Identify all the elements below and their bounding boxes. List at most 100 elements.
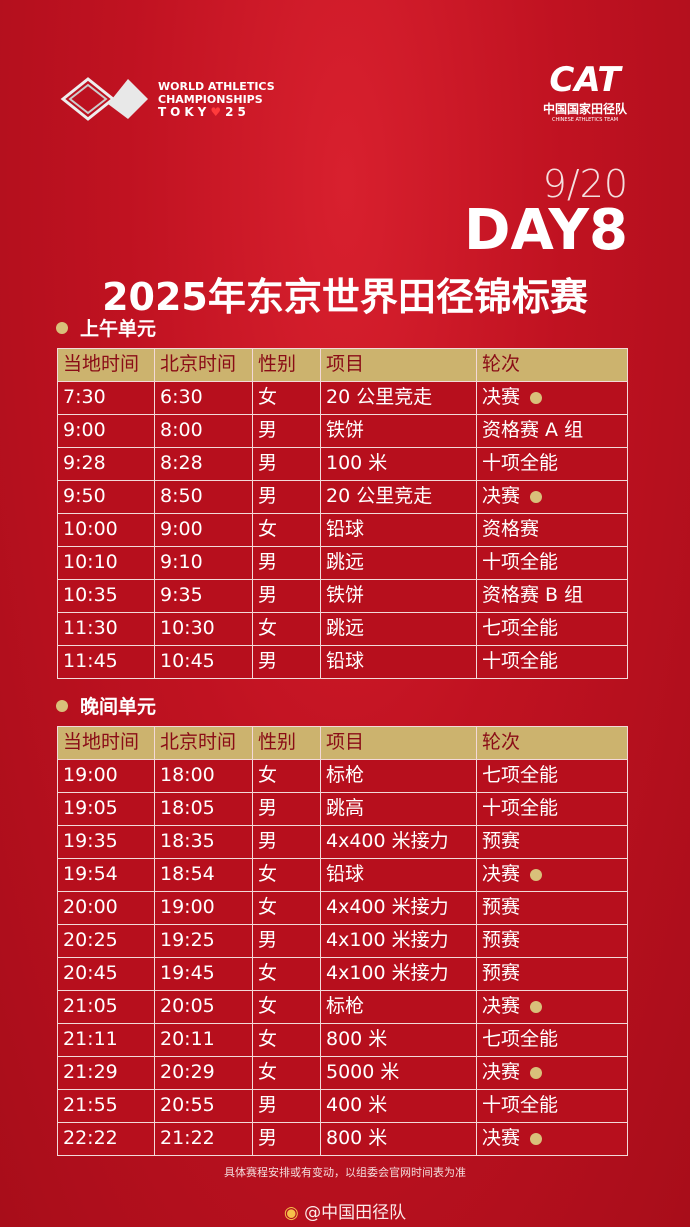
table-cell-text: 19:25 (160, 929, 215, 951)
day: DAY8 (464, 198, 628, 263)
table-cell: 9:35 (154, 579, 253, 613)
table-cell-text: 400 米 (326, 1094, 388, 1116)
table-cell-text: 22:22 (63, 1127, 118, 1149)
table-cell-text: 5000 米 (326, 1061, 400, 1083)
table-cell: 女 (252, 759, 321, 793)
table-cell-text: 8:50 (160, 485, 203, 507)
table-cell: 100 米 (320, 447, 477, 481)
table-cell: 七项全能 (476, 1023, 628, 1057)
table-cell-text: 决赛 (482, 995, 521, 1017)
table-cell-text: 女 (258, 1061, 278, 1083)
column-header: 项目 (320, 348, 477, 382)
table-cell-text: 女 (258, 518, 278, 540)
table-cell-text: 11:45 (63, 650, 118, 672)
table-cell-text: 铅球 (326, 650, 365, 672)
table-cell: 19:00 (57, 759, 155, 793)
table-cell-text: 9:50 (63, 485, 106, 507)
final-dot (530, 490, 543, 503)
table-cell-text: 20:11 (160, 1028, 215, 1050)
table-cell-text: 19:00 (160, 896, 215, 918)
table-cell: 女 (252, 513, 321, 547)
column-header-text: 当地时间 (63, 353, 140, 375)
table-cell: 10:00 (57, 513, 155, 547)
table-cell-text: 女 (258, 764, 278, 786)
table-cell-text: 800 米 (326, 1028, 388, 1050)
table-cell-text: 女 (258, 617, 278, 639)
table-cell-text: 20:55 (160, 1094, 215, 1116)
table-cell-text: 七项全能 (482, 764, 559, 786)
table-cell-text: 18:05 (160, 797, 215, 819)
table-cell: 21:55 (57, 1089, 155, 1123)
table-cell-text: 10:10 (63, 551, 118, 573)
table-cell-text: 女 (258, 386, 278, 408)
table-cell-text: 20 公里竞走 (326, 386, 433, 408)
table-cell: 男 (252, 825, 321, 859)
table-cell: 4x400 米接力 (320, 891, 477, 925)
table-cell-text: 9:35 (160, 584, 203, 606)
table-cell: 20:00 (57, 891, 155, 925)
table-cell: 19:05 (57, 792, 155, 826)
table-cell: 19:25 (154, 924, 253, 958)
table-cell-text: 8:00 (160, 419, 203, 441)
table-cell-text: 预赛 (482, 962, 521, 984)
table-cell-text: 20:29 (160, 1061, 215, 1083)
table-cell: 400 米 (320, 1089, 477, 1123)
table-cell-text: 标枪 (326, 995, 365, 1017)
table-cell-text: 铁饼 (326, 419, 365, 441)
table-cell-text: 18:54 (160, 863, 215, 885)
column-header: 当地时间 (57, 726, 155, 760)
section-title-text: 上午单元 (80, 318, 157, 340)
table-cell-text: 10:00 (63, 518, 118, 540)
table-cell: 女 (252, 1056, 321, 1090)
table-cell-text: 21:22 (160, 1127, 215, 1149)
title: 2025年东京世界田径锦标赛 (102, 275, 588, 319)
table-cell: 9:00 (154, 513, 253, 547)
table-cell-text: 男 (258, 1127, 278, 1149)
table-cell: 19:45 (154, 957, 253, 991)
table-cell-text: 男 (258, 830, 278, 852)
column-header-text: 项目 (326, 731, 365, 753)
table-cell-text: 决赛 (482, 1127, 521, 1149)
table-cell-text: 20:45 (63, 962, 118, 984)
table-cell-text: 4x100 米接力 (326, 962, 449, 984)
column-header: 轮次 (476, 348, 628, 382)
section-title-text: 晚间单元 (80, 696, 157, 718)
table-cell: 决赛 (476, 1056, 628, 1090)
table-cell-text: 21:29 (63, 1061, 118, 1083)
table-cell-text: 10:35 (63, 584, 118, 606)
table-cell: 19:54 (57, 858, 155, 892)
table-cell: 5000 米 (320, 1056, 477, 1090)
team-logo: CAT 中国国家田径队 CHINESE ATHLETICS TEAM (540, 60, 630, 123)
table-cell: 铅球 (320, 645, 477, 679)
table-cell: 7:30 (57, 381, 155, 415)
section-dot (56, 322, 68, 334)
table-cell-text: 决赛 (482, 485, 521, 507)
table-cell: 男 (252, 1122, 321, 1156)
table-cell: 9:00 (57, 414, 155, 448)
table-cell-text: 十项全能 (482, 650, 559, 672)
table-cell-text: 男 (258, 551, 278, 573)
table-cell: 9:50 (57, 480, 155, 514)
table-cell: 男 (252, 924, 321, 958)
column-header: 项目 (320, 726, 477, 760)
table-cell: 女 (252, 381, 321, 415)
section-title: 上午单元 (80, 314, 156, 341)
table-cell-text: 铅球 (326, 518, 365, 540)
table-cell: 男 (252, 792, 321, 826)
table-cell: 预赛 (476, 957, 628, 991)
table-cell: 8:00 (154, 414, 253, 448)
table-cell-text: 18:35 (160, 830, 215, 852)
column-header-text: 轮次 (482, 353, 521, 375)
table-cell: 18:54 (154, 858, 253, 892)
table-cell: 铁饼 (320, 414, 477, 448)
table-cell-text: 女 (258, 995, 278, 1017)
table-cell: 决赛 (476, 858, 628, 892)
final-dot (530, 1132, 543, 1145)
table-cell-text: 9:28 (63, 452, 106, 474)
table-cell: 决赛 (476, 1122, 628, 1156)
table-cell-text: 资格赛 B 组 (482, 584, 584, 606)
column-header: 轮次 (476, 726, 628, 760)
table-cell-text: 4x100 米接力 (326, 929, 449, 951)
table-cell-text: 男 (258, 1094, 278, 1116)
table-cell-text: 8:28 (160, 452, 203, 474)
